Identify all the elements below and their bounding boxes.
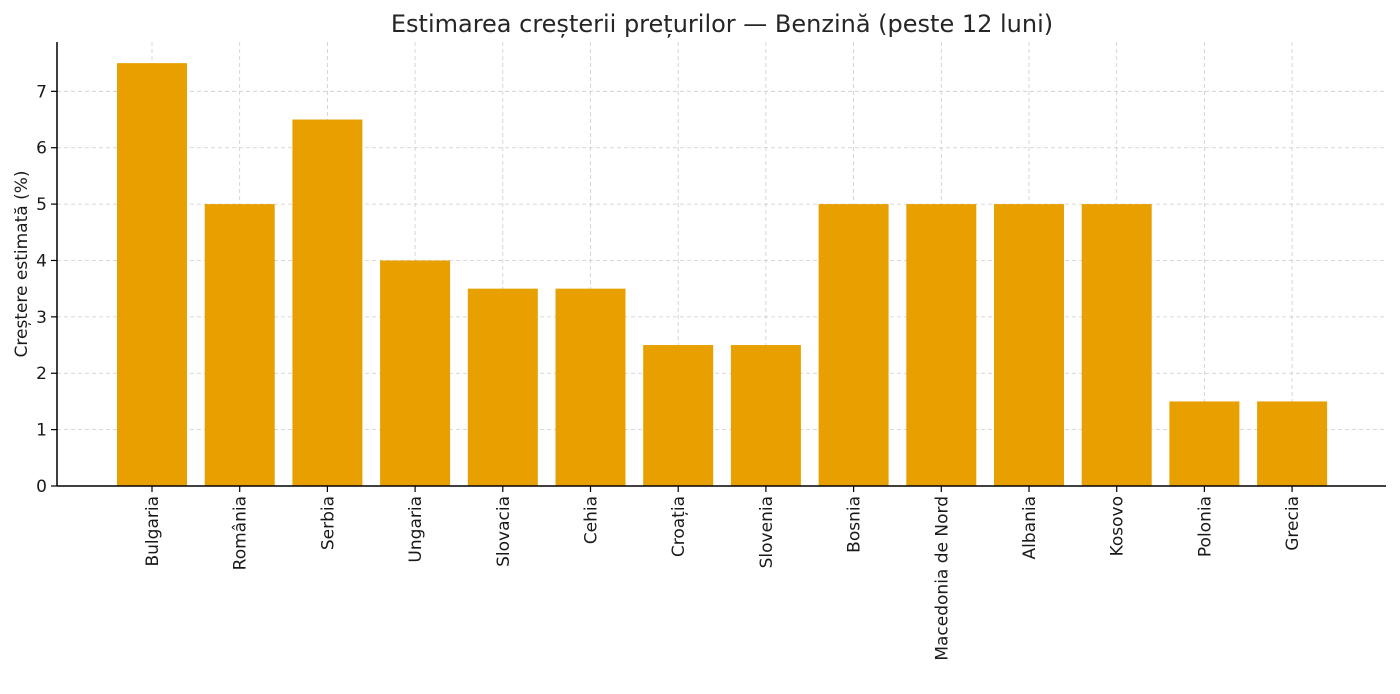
y-tick-label: 6: [36, 139, 47, 159]
bar-5: [555, 288, 626, 486]
y-tick-labels: 0 1 2 3 4 5 6 7: [36, 82, 47, 497]
x-tick-label: Cehia: [582, 496, 602, 544]
x-tick-label: Albania: [1020, 496, 1040, 559]
bar-0: [117, 63, 187, 487]
x-tick-label: Slovenia: [757, 496, 777, 568]
x-tick-label: Bulgaria: [143, 496, 163, 567]
y-tick-label: 7: [36, 82, 47, 102]
y-tick-label: 5: [36, 195, 47, 215]
bar-10: [994, 204, 1064, 486]
bars: [117, 63, 1328, 487]
bar-7: [730, 345, 801, 486]
bar-12: [1169, 401, 1240, 486]
x-tick-label: Croația: [669, 496, 689, 557]
bar-6: [643, 345, 714, 486]
y-tick-label: 1: [36, 421, 47, 441]
y-tick-label: 2: [36, 364, 47, 384]
x-tick-label: Bosnia: [845, 496, 865, 553]
axes: [51, 42, 1386, 492]
grid-lines: [57, 42, 1386, 486]
x-tick-label: Polonia: [1195, 496, 1215, 557]
x-tick-label: Ungaria: [406, 496, 426, 563]
chart-title: Estimarea creșterii prețurilor — Benzină…: [391, 10, 1053, 38]
bar-11: [1081, 204, 1152, 486]
x-tick-label: Slovacia: [494, 496, 514, 567]
bar-1: [204, 204, 275, 486]
y-tick-label: 0: [36, 477, 47, 497]
y-axis-label: Creștere estimată (%): [12, 171, 32, 358]
x-tick-label: Kosovo: [1108, 496, 1128, 556]
bar-9: [906, 204, 977, 486]
bar-2: [292, 119, 363, 487]
y-tick-label: 3: [36, 308, 47, 328]
x-tick-label: Grecia: [1283, 496, 1303, 551]
x-tick-label: Macedonia de Nord: [932, 496, 952, 661]
x-tick-label: România: [231, 496, 251, 570]
y-tick-label: 4: [36, 251, 47, 271]
x-tick-labels: Bulgaria România Serbia Ungaria Slovacia Cehi…: [143, 496, 1303, 661]
bar-4: [467, 288, 538, 486]
x-tick-label: Serbia: [318, 496, 338, 550]
bar-13: [1257, 401, 1328, 486]
bar-3: [380, 260, 451, 486]
bar-8: [818, 204, 889, 486]
